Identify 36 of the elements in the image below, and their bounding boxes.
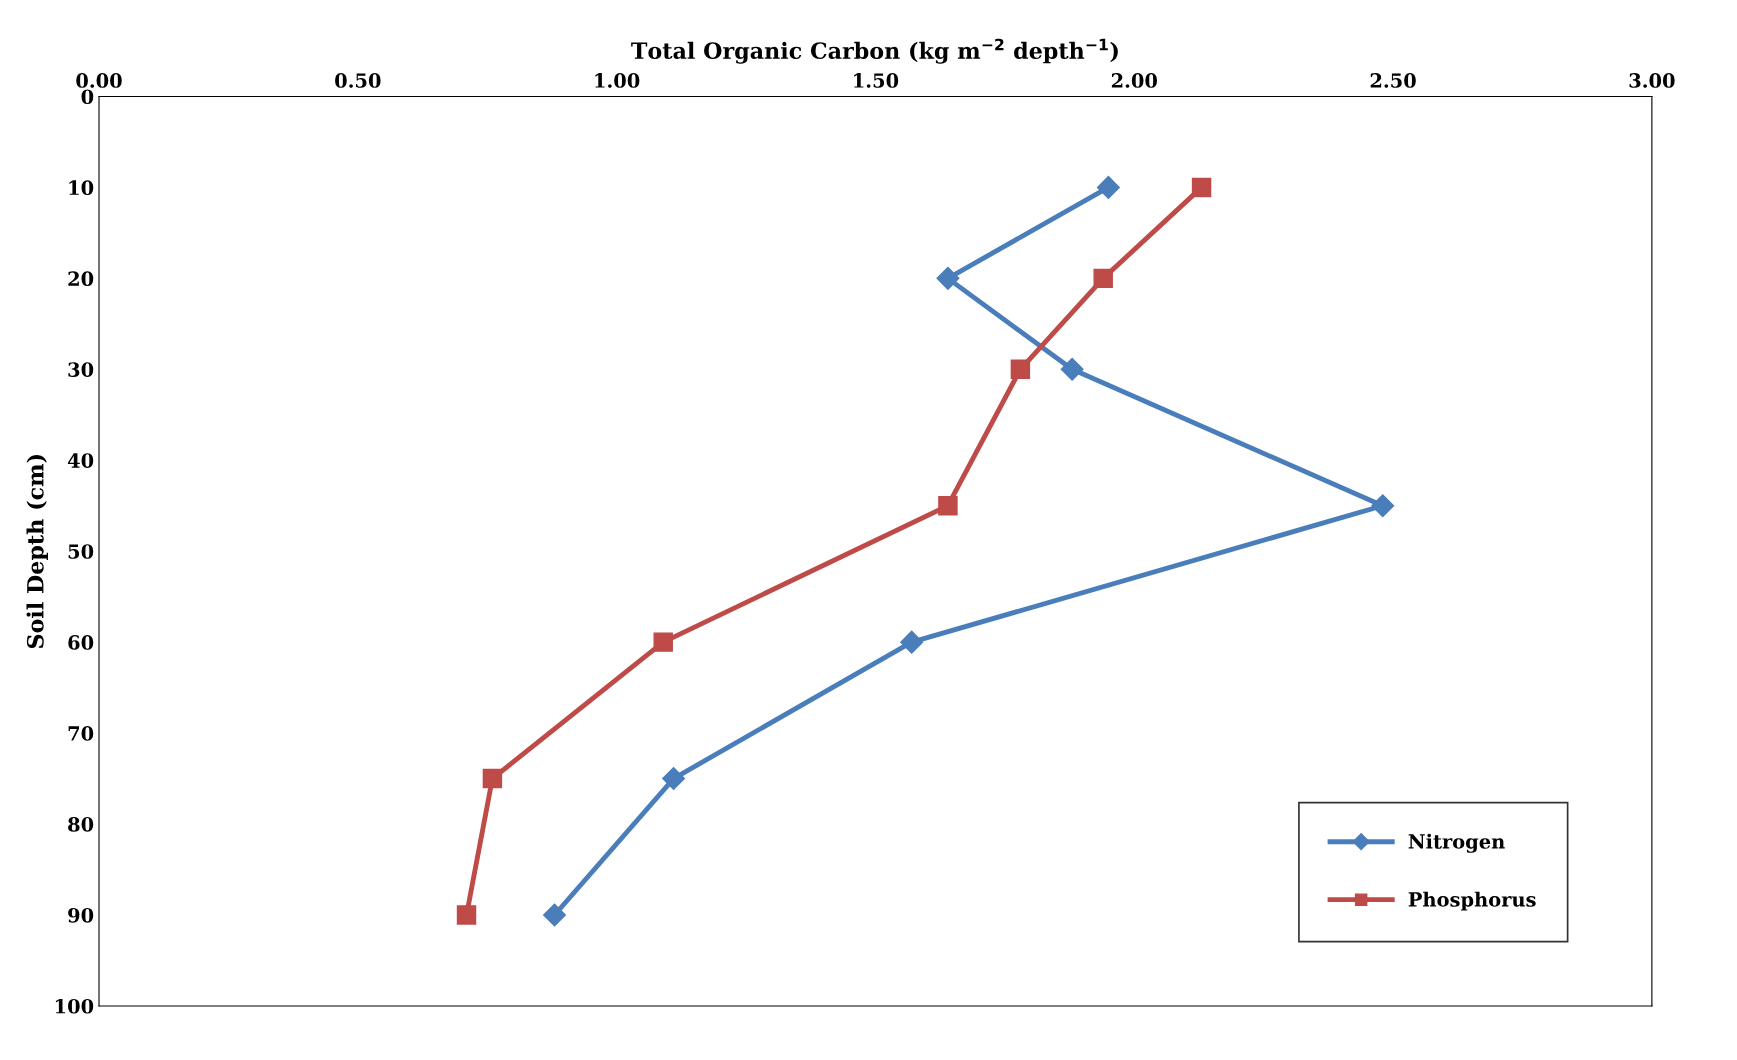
point xyxy=(1371,494,1395,518)
y-tick-label: 100 xyxy=(55,998,94,1014)
y-tick-label: 90 xyxy=(68,907,94,923)
legend-label: Phosphorus xyxy=(1408,891,1536,911)
point xyxy=(482,768,503,789)
y-tick-label: 30 xyxy=(68,362,94,377)
x-tick-label: 3.00 xyxy=(1629,73,1675,88)
y-tick-label: 40 xyxy=(67,453,94,468)
point xyxy=(1010,359,1031,380)
y-tick-label: 20 xyxy=(68,271,94,287)
point xyxy=(543,903,567,927)
point xyxy=(938,496,958,516)
y-tick-label: 70 xyxy=(68,726,94,741)
x-axis-title: Total Organic Carbon (kg m$^{−2}$ depth$^{−1}$) xyxy=(631,38,1118,64)
x-tick-label: 2.00 xyxy=(1111,73,1158,88)
y-tick-label: 0 xyxy=(81,89,94,105)
point xyxy=(662,767,686,791)
x-tick-label: 0.00 xyxy=(76,73,122,88)
y-tick-label: 80 xyxy=(68,817,94,832)
x-tick-label: 1.00 xyxy=(595,73,640,88)
y-axis-title: Soil Depth (cm) xyxy=(26,454,49,649)
point xyxy=(1093,268,1113,289)
x-tick-label: 2.50 xyxy=(1370,73,1416,88)
y-tick-label: 60 xyxy=(68,635,94,650)
y-tick-label: 50 xyxy=(68,544,94,559)
x-tick-label: 0.50 xyxy=(335,73,381,88)
legend-label: Nitrogen xyxy=(1408,833,1505,853)
point xyxy=(936,266,960,290)
x-tick-label: 1.50 xyxy=(854,73,899,88)
y-tick-label: 10 xyxy=(69,180,94,196)
point xyxy=(653,632,673,652)
point xyxy=(456,905,477,925)
point xyxy=(1096,175,1120,199)
point xyxy=(1191,177,1212,198)
point xyxy=(1060,357,1084,381)
point xyxy=(900,630,924,654)
